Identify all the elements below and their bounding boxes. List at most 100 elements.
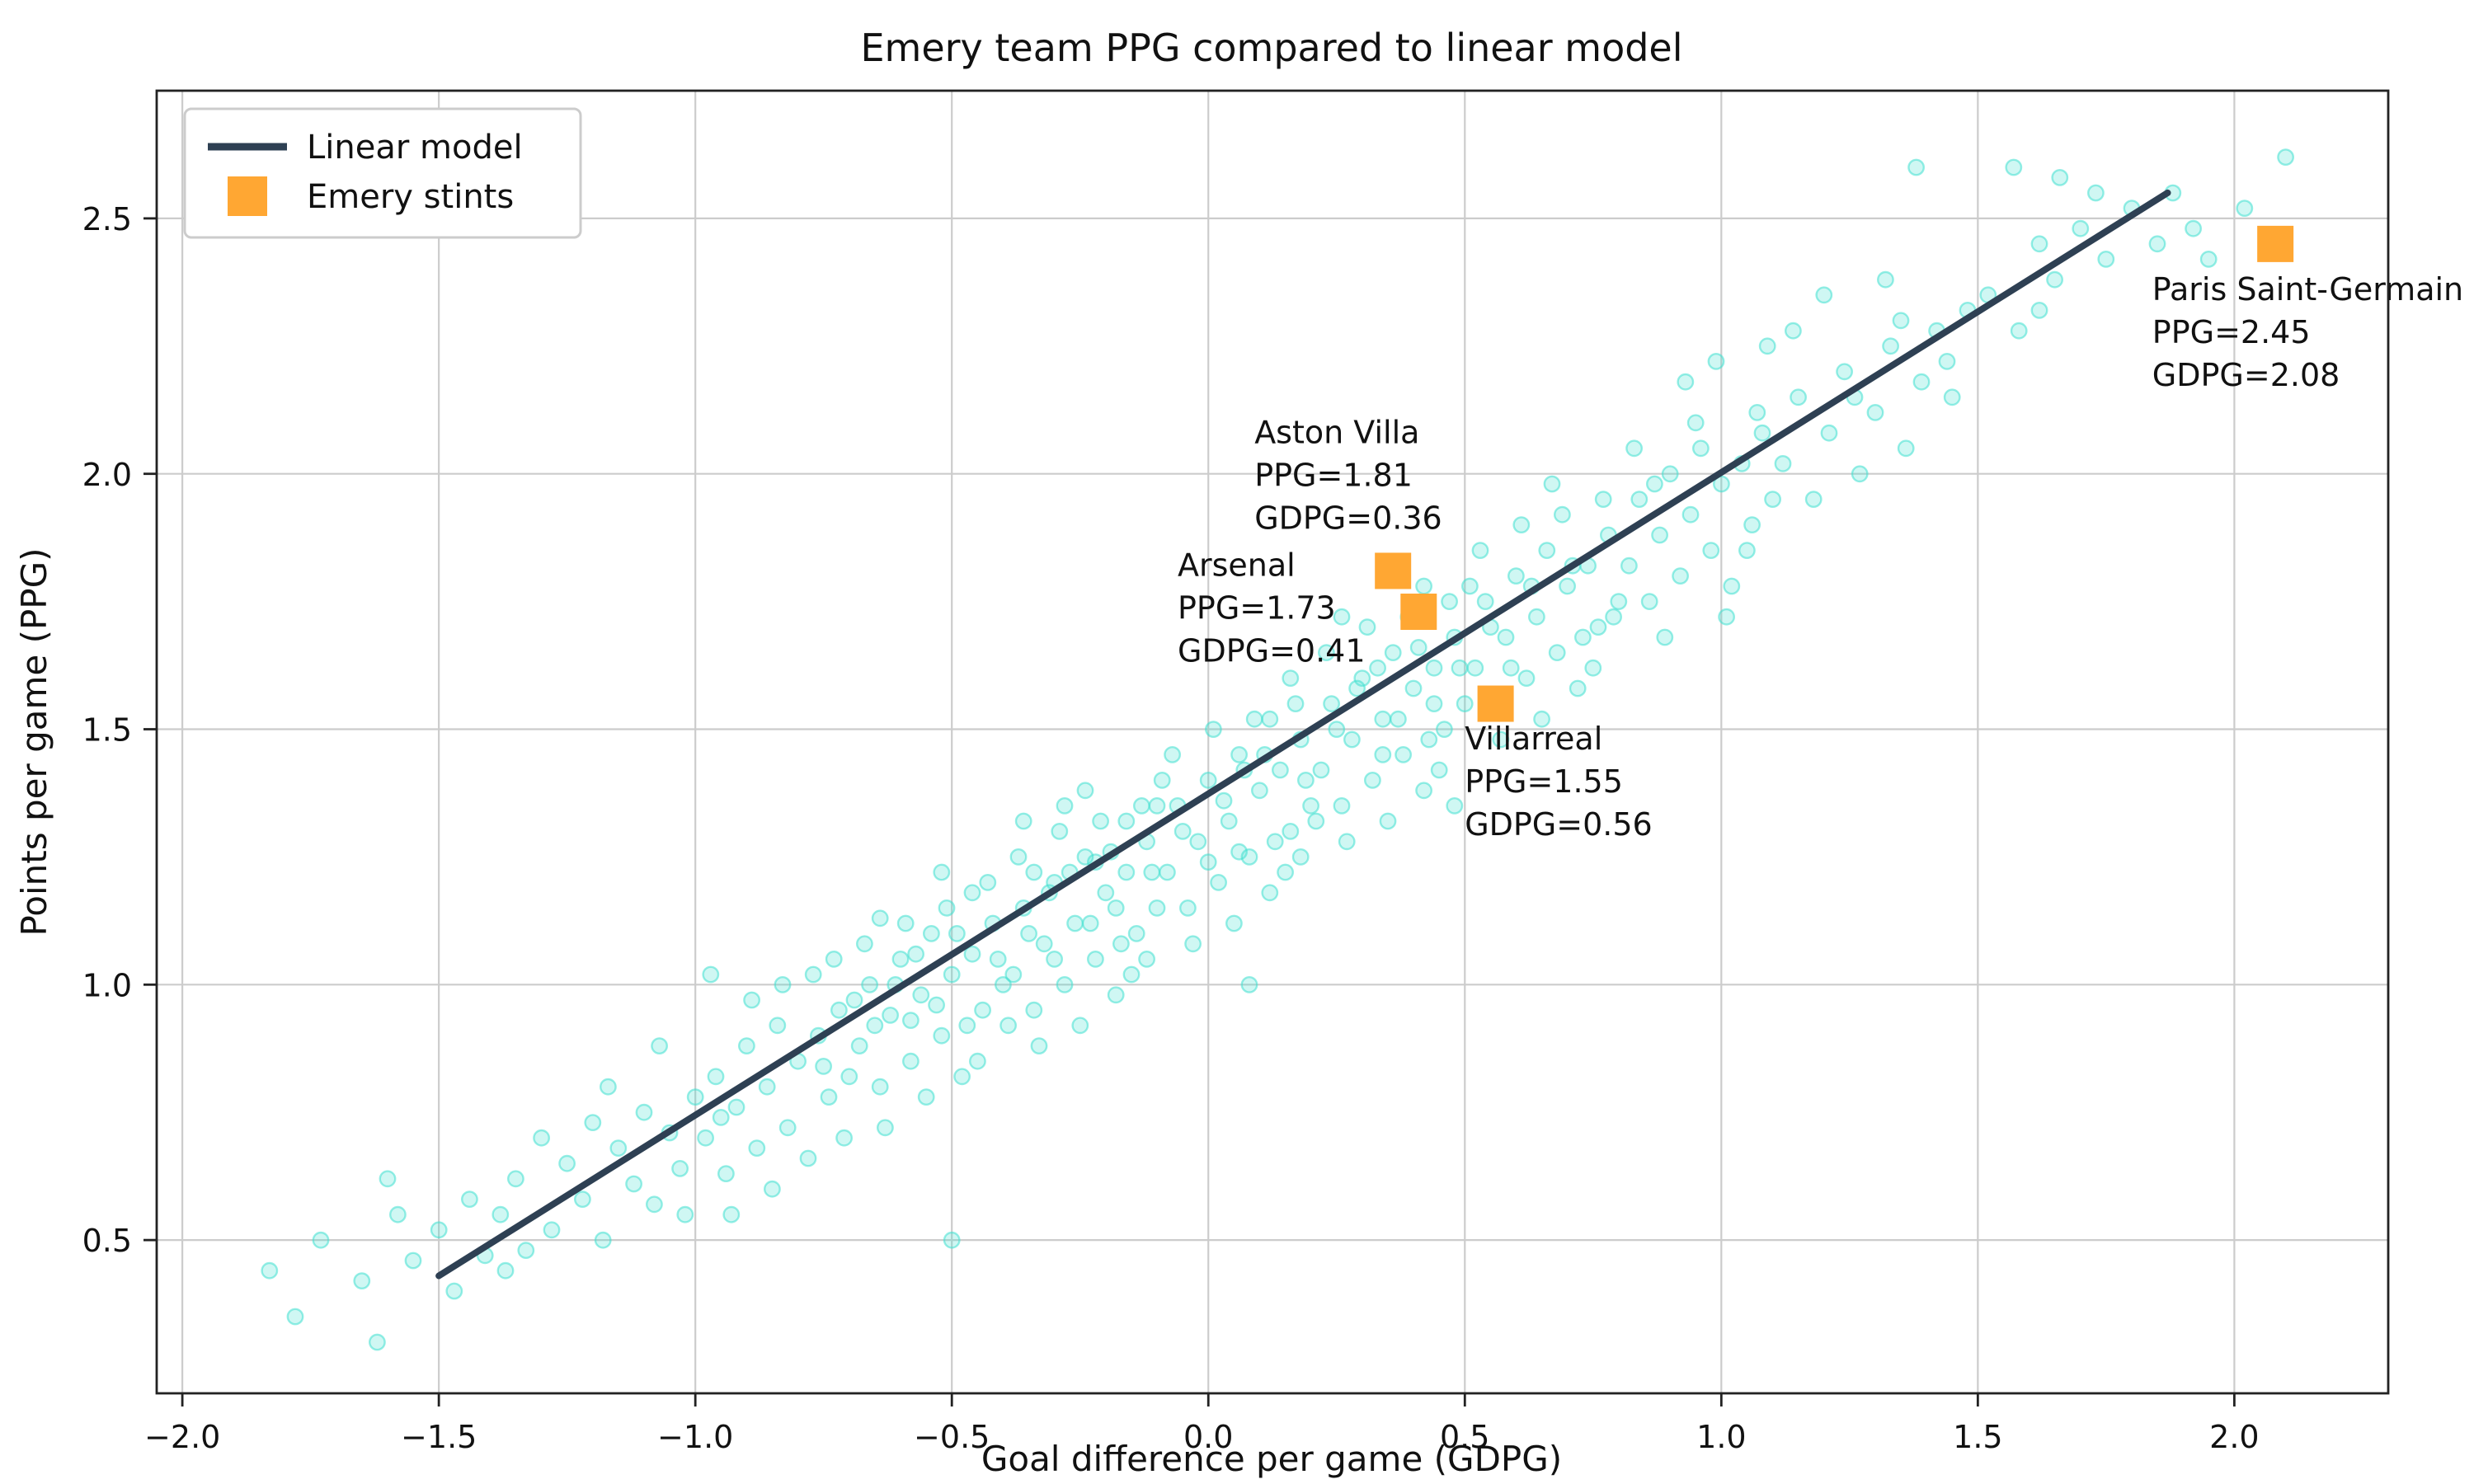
scatter-point (1554, 505, 1571, 524)
scatter-point (1148, 797, 1166, 815)
y-tick-label: 0.5 (82, 1223, 132, 1259)
plot-border (155, 89, 2390, 1395)
scatter-point (804, 965, 822, 984)
scatter-point (1117, 863, 1136, 881)
scatter-point (1882, 337, 1900, 355)
scatter-point (1753, 424, 1771, 442)
scatter-point (1559, 577, 1577, 595)
scatter-point (1528, 608, 1545, 626)
scatter-point (1610, 593, 1628, 610)
scatter-point (1876, 270, 1894, 289)
scatter-point (353, 1272, 371, 1290)
scatter-point (1071, 1017, 1089, 1035)
scatter-point (1625, 439, 1644, 458)
x-tick-label: −1.0 (657, 1419, 733, 1455)
scatter-point (388, 1205, 407, 1223)
scatter-point (933, 1026, 951, 1045)
y-tick-label: 1.0 (82, 967, 132, 1003)
scatter-point (963, 945, 981, 963)
scatter-point (1184, 935, 1202, 953)
scatter-point (1661, 465, 1679, 483)
scatter-point (938, 899, 956, 917)
x-tick-label: −0.5 (914, 1419, 990, 1455)
scatter-point (261, 1261, 279, 1280)
scatter-point (312, 1231, 330, 1249)
scatter-point (882, 1007, 900, 1024)
scatter-point (948, 925, 966, 942)
scatter-point (1851, 465, 1869, 483)
scatter-point (1087, 951, 1104, 968)
axes-layer: −2.0 −1.5 −1.0 −0.5 0.0 0.5 1.0 1.5 2.0 0.5 1.0 1.5… (82, 89, 2390, 1455)
scatter-point (1133, 797, 1150, 815)
scatter-point (1009, 848, 1028, 866)
scatter-point (1738, 542, 1756, 559)
scatter-point (1441, 593, 1459, 610)
scatter-point (1030, 1037, 1048, 1055)
scatter-point (1436, 721, 1453, 738)
scatter-point (1307, 812, 1325, 830)
scatter-point (1815, 286, 1833, 304)
scatter-point (1456, 695, 1474, 712)
scatter-point (902, 1012, 920, 1030)
scatter-point (835, 1129, 853, 1147)
scatter-point (507, 1170, 524, 1188)
scatter-point (943, 965, 961, 984)
scatter-point (671, 1160, 689, 1177)
legend: Linear model Emery stints (183, 107, 582, 239)
grid-layer (157, 91, 2388, 1393)
scatter-point (1199, 772, 1217, 789)
scatter-point (712, 1109, 730, 1126)
scatter-point (1138, 951, 1156, 968)
scatter-point (1251, 782, 1268, 800)
scatter-point (1014, 812, 1032, 830)
scatter-point (1912, 373, 1931, 391)
model-line-layer (435, 189, 2171, 1280)
scatter-point (1092, 812, 1110, 830)
scatter-point (1758, 337, 1776, 355)
scatter-point (676, 1205, 694, 1223)
x-tick-label: 1.0 (1696, 1419, 1746, 1455)
scatter-point (1656, 628, 1674, 646)
scatter-point (1343, 730, 1361, 749)
scatter-point (2199, 250, 2218, 268)
scatter-point (1707, 352, 1725, 370)
scatter-point (1497, 628, 1515, 646)
scatter-point (2005, 158, 2023, 176)
scatter-point (1836, 363, 1854, 381)
scatter-point (1277, 863, 1295, 881)
chart-title: Emery team PPG compared to linear model (860, 26, 1682, 70)
scatter-point (850, 1037, 868, 1055)
scatter-point (445, 1282, 463, 1300)
scatter-point (1774, 455, 1792, 472)
scatter-point (1425, 695, 1443, 712)
scatter-point (2097, 250, 2115, 268)
scatter-point (686, 1088, 704, 1106)
scatter-point (1723, 577, 1741, 595)
stint-annotation-line: PPG=1.81 (1254, 458, 1413, 494)
scatter-point (1338, 833, 1356, 851)
scatter-point (774, 976, 792, 993)
scatter-point (1395, 746, 1413, 763)
scatter-point (1282, 669, 1300, 687)
x-tick-label: −1.5 (401, 1419, 477, 1455)
scatter-point (1046, 951, 1064, 968)
scatter-point (461, 1190, 478, 1209)
scatter-point (1538, 542, 1556, 559)
emery-stint-marker (1400, 594, 1437, 630)
emery-stint-marker (2257, 225, 2294, 262)
scatter-point (1764, 491, 1782, 508)
scatter-point (1369, 659, 1387, 677)
scatter-point (1446, 797, 1464, 815)
linear-model-line (435, 189, 2171, 1280)
scatter-point (1461, 577, 1479, 595)
y-tick-label: 2.0 (82, 457, 132, 493)
scatter-point (1122, 965, 1141, 984)
scatter-point (2072, 219, 2090, 237)
scatter-point (845, 991, 863, 1009)
scatter-point (743, 991, 760, 1009)
scatter-point (1404, 679, 1423, 697)
scatter-point (933, 863, 951, 881)
scatter-point (1866, 403, 1884, 421)
scatter-point (1286, 695, 1305, 712)
scatter-point (1681, 505, 1700, 524)
